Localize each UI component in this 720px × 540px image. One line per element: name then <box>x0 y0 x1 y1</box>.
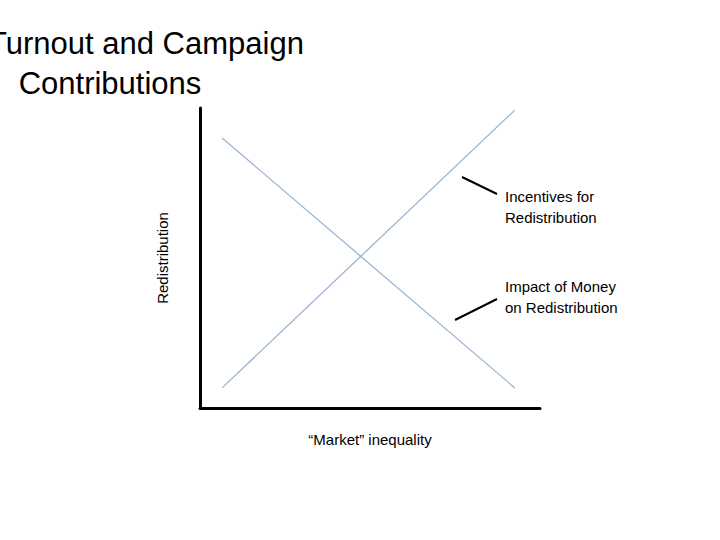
svg-text:“Market” inequality: “Market” inequality <box>308 431 432 448</box>
svg-text:Impact of Money: Impact of Money <box>505 278 620 295</box>
svg-text:Voter Turnout and Campaign: Voter Turnout and Campaign <box>0 26 312 61</box>
svg-text:Redistribution: Redistribution <box>154 212 171 304</box>
svg-text:Contributions: Contributions <box>19 66 202 101</box>
svg-text:on Redistribution: on Redistribution <box>505 299 618 316</box>
svg-text:Redistribution: Redistribution <box>505 209 597 226</box>
svg-text:Incentives for: Incentives for <box>505 188 598 205</box>
